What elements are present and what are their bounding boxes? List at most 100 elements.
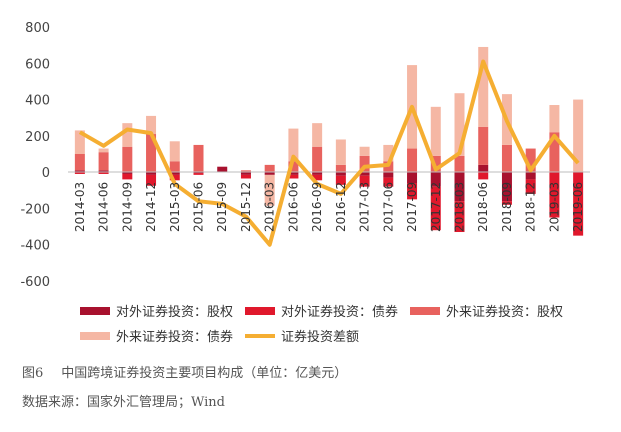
y-tick-label: 0 bbox=[42, 166, 50, 181]
figure-title: 中国跨境证券投资主要项目构成（单位：亿美元） bbox=[61, 366, 348, 381]
bar-0-2014-09 bbox=[122, 172, 133, 174]
bar-0-2018-06 bbox=[478, 164, 489, 173]
legend-label: 外来证券投资：股权 bbox=[446, 304, 563, 320]
x-tick-label: 2016-03 bbox=[263, 182, 277, 232]
bar-3-2017-03 bbox=[359, 146, 370, 156]
bar-1-2018-09 bbox=[501, 201, 512, 205]
bar-3-2019-06 bbox=[573, 99, 584, 173]
bar-2-2019-03 bbox=[549, 132, 560, 173]
legend-label: 对外证券投资：债券 bbox=[281, 304, 398, 320]
y-tick-label: 400 bbox=[25, 94, 50, 109]
bar-2-2014-03 bbox=[74, 154, 85, 171]
x-tick-label: 2018-09 bbox=[500, 182, 514, 232]
x-tick-label: 2015-12 bbox=[239, 182, 253, 232]
figure-number: 图6 bbox=[22, 366, 44, 381]
bar-1-2015-06 bbox=[193, 173, 204, 175]
legend-label: 外来证券投资：债券 bbox=[116, 329, 233, 345]
x-tick-label: 2014-12 bbox=[144, 182, 158, 232]
x-tick-label: 2014-03 bbox=[73, 182, 87, 232]
bar-1-2016-06 bbox=[288, 174, 299, 179]
bar-0-2016-06 bbox=[288, 172, 299, 175]
legend-label: 对外证券投资：股权 bbox=[116, 304, 233, 320]
bar-2-2015-03 bbox=[169, 161, 180, 173]
x-tick-label: 2017-06 bbox=[381, 182, 395, 232]
bar-2-2014-09 bbox=[122, 146, 133, 173]
x-tick-label: 2016-06 bbox=[286, 182, 300, 232]
bar-3-2016-03 bbox=[264, 174, 275, 206]
y-axis-labels: -600 -400 -200 0 200 400 600 800 bbox=[20, 21, 50, 290]
bar-2-2014-06 bbox=[98, 152, 109, 171]
legend-swatch-0 bbox=[80, 307, 110, 315]
bar-2-2015-12 bbox=[240, 170, 251, 173]
bar-0-2015-09 bbox=[217, 166, 228, 173]
y-tick-label: 200 bbox=[25, 130, 50, 145]
bar-1-2016-09 bbox=[312, 174, 323, 181]
bar-0-2017-09 bbox=[407, 172, 418, 184]
bar-2-2016-12 bbox=[335, 164, 346, 173]
bar-2-2018-03 bbox=[454, 155, 465, 173]
bar-1-2014-03 bbox=[74, 172, 85, 174]
x-tick-label: 2016-12 bbox=[334, 182, 348, 232]
figure-caption: 图6 中国跨境证券投资主要项目构成（单位：亿美元） bbox=[22, 362, 347, 381]
bar-0-2017-03 bbox=[359, 172, 370, 176]
bar-3-2016-09 bbox=[312, 123, 323, 147]
legend-swatch-3 bbox=[80, 332, 110, 340]
bar-2-2017-03 bbox=[359, 155, 370, 173]
x-tick-label: 2017-09 bbox=[405, 182, 419, 232]
bar-2-2015-06 bbox=[193, 144, 204, 173]
bar-3-2019-03 bbox=[549, 105, 560, 133]
bar-0-2016-03 bbox=[264, 172, 275, 175]
bar-2-2016-09 bbox=[312, 146, 323, 173]
y-tick-label: -600 bbox=[20, 275, 50, 290]
bar-1-2018-06 bbox=[478, 172, 489, 180]
bar-0-2014-03 bbox=[74, 170, 85, 173]
x-tick-label: 2018-12 bbox=[524, 182, 538, 232]
bar-1-2014-12 bbox=[146, 174, 157, 186]
y-tick-label: -400 bbox=[20, 239, 50, 254]
bar-0-2016-09 bbox=[312, 172, 323, 175]
bar-3-2014-12 bbox=[146, 115, 157, 135]
bar-1-2017-12 bbox=[430, 186, 441, 231]
x-tick-label: 2019-06 bbox=[571, 182, 585, 232]
x-tick-label: 2015-09 bbox=[215, 182, 229, 232]
bar-1-2016-12 bbox=[335, 175, 346, 185]
bar-1-2014-09 bbox=[122, 173, 133, 180]
series-line-net bbox=[78, 59, 580, 247]
x-tick-label: 2019-03 bbox=[547, 182, 561, 232]
x-tick-label: 2015-06 bbox=[192, 182, 206, 232]
x-axis-labels: 2014-03 2014-06 2014-09 2014-12 2015-03 2015-… bbox=[73, 182, 585, 232]
bar-2-2016-03 bbox=[264, 164, 275, 173]
bar-0-2018-09 bbox=[501, 172, 512, 202]
bar-0-2014-06 bbox=[98, 170, 109, 173]
x-tick-label: 2016-09 bbox=[310, 182, 324, 232]
bar-0-2014-12 bbox=[146, 172, 157, 175]
bar-0-2017-06 bbox=[383, 172, 394, 178]
bar-0-2016-12 bbox=[335, 172, 346, 176]
bar-1-2015-12 bbox=[240, 174, 251, 179]
x-tick-label: 2018-06 bbox=[476, 182, 490, 232]
bar-0-2017-12 bbox=[430, 172, 441, 187]
bar-3-2017-06 bbox=[383, 144, 394, 162]
bar-3-2014-09 bbox=[122, 123, 133, 147]
x-tick-label: 2017-03 bbox=[358, 182, 372, 232]
bar-0-2018-12 bbox=[525, 172, 536, 180]
bar-1-2017-09 bbox=[407, 183, 418, 200]
bar-1-2014-06 bbox=[98, 172, 109, 174]
legend-swatch-2 bbox=[410, 307, 440, 315]
bar-1-2019-06 bbox=[573, 172, 584, 236]
bar-3-2014-06 bbox=[98, 148, 109, 153]
chart: -600 -400 -200 0 200 400 600 800 2014-03 2014-06… bbox=[20, 21, 590, 345]
bar-3-2015-03 bbox=[169, 141, 180, 162]
bar-3-2018-06 bbox=[478, 46, 489, 127]
x-tick-label: 2018-03 bbox=[453, 182, 467, 232]
legend-label: 证券投资差额 bbox=[281, 329, 359, 345]
bar-1-2019-03 bbox=[549, 172, 560, 218]
bar-3-2017-12 bbox=[430, 106, 441, 156]
bar-2-2016-06 bbox=[288, 161, 299, 173]
figure-source: 数据来源：国家外汇管理局；Wind bbox=[22, 395, 225, 410]
bar-2-2014-12 bbox=[146, 134, 157, 173]
bar-0-2015-06 bbox=[193, 172, 204, 174]
bar-1-2018-12 bbox=[525, 179, 536, 194]
bar-2-2018-09 bbox=[501, 144, 512, 173]
